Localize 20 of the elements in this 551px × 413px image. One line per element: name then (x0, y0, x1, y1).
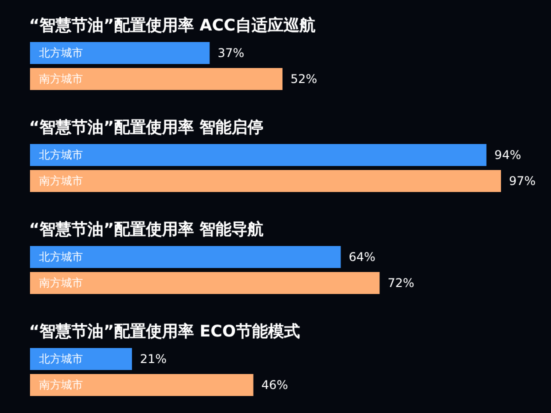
y-tick-label: 北方城市 (39, 148, 83, 162)
y-tick-label: 北方城市 (39, 352, 83, 366)
chart-title: “智慧节油”配置使用率 智能启停 (29, 118, 264, 136)
data-label: 72% (388, 276, 414, 290)
y-tick-label: 南方城市 (39, 378, 83, 392)
chart-title: “智慧节油”配置使用率 智能导航 (29, 220, 264, 238)
data-label: 97% (509, 174, 536, 188)
y-tick-label: 南方城市 (39, 72, 83, 86)
y-tick-label: 北方城市 (39, 46, 83, 60)
y-tick-label: 南方城市 (39, 174, 83, 188)
data-label: 64% (348, 250, 376, 264)
y-tick-label: 北方城市 (39, 250, 83, 264)
data-label: 94% (494, 148, 522, 162)
data-label: 37% (218, 46, 244, 60)
chart-title: “智慧节油”配置使用率 ECO节能模式 (29, 322, 300, 340)
data-label: 52% (290, 72, 318, 86)
y-tick-label: 南方城市 (39, 276, 83, 290)
data-label: 46% (261, 378, 288, 392)
data-label: 21% (140, 352, 167, 366)
chart-title: “智慧节油”配置使用率 ACC自适应巡航 (29, 16, 316, 34)
